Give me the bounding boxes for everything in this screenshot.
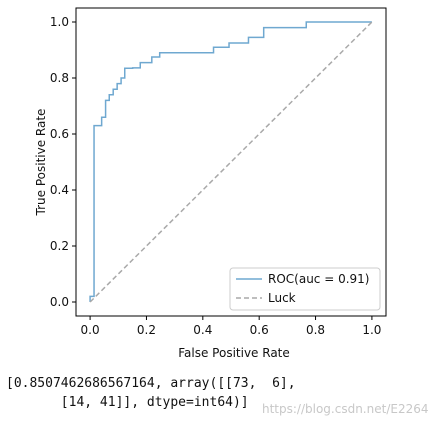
x-tick-label: 0.0 [81,323,100,337]
console-output: [0.8507462686567164, array([[73, 6], [14… [6,374,296,412]
luck-diagonal-line [89,21,373,303]
y-tick-label: 0.0 [50,295,69,309]
y-tick-label: 0.2 [50,239,69,253]
y-axis-label: True Positive Rate [34,109,48,217]
x-tick-label: 1.0 [362,323,381,337]
y-tick-label: 1.0 [50,15,69,29]
output-line-2: [14, 41]], dtype=int64)] [6,395,249,410]
x-tick-label: 0.2 [137,323,156,337]
x-tick-label: 0.4 [193,323,212,337]
roc-curve-line [89,21,372,302]
y-tick-label: 0.8 [50,71,69,85]
roc-chart: 0.0 0.2 0.4 0.6 0.8 1.0 0.0 0.2 0.4 0.6 0.8 1.0 Fal… [34,7,387,360]
output-line-1: [0.8507462686567164, array([[73, 6], [6,376,296,391]
y-tick-label: 0.4 [50,183,69,197]
x-tick-label: 0.8 [306,323,325,337]
legend-box [229,267,381,311]
y-tick-label: 0.6 [50,127,69,141]
watermark: https://blog.csdn.net/E22644 [262,402,428,416]
legend-luck-label: Luck [268,291,296,305]
x-tick-label: 0.6 [250,323,269,337]
plot-frame [75,7,387,317]
x-axis-label: False Positive Rate [178,346,290,360]
legend: ROC(auc = 0.91) Luck [229,267,381,311]
legend-roc-label: ROC(auc = 0.91) [268,272,369,286]
